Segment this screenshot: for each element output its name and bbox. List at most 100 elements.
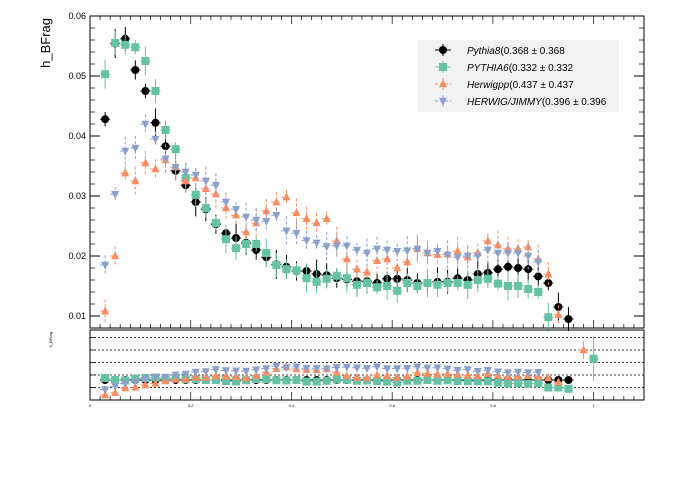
data-point [262,206,271,215]
data-point [373,283,382,292]
data-point [373,245,382,254]
series-herwigpp [100,151,564,325]
data-point [221,203,230,212]
data-point [423,249,432,258]
ratio-data-point [504,369,513,378]
ratio-data-point [342,370,351,379]
ratio-data-point [483,377,492,386]
data-point [483,246,492,255]
ratio-data-point [181,370,190,379]
data-point [493,240,502,249]
data-point [524,285,533,293]
ratio-data-point [282,364,291,373]
data-point [141,87,150,95]
data-point [332,242,341,251]
ratio-data-point [363,365,371,374]
ratio-data-point [171,371,180,380]
data-point [514,264,523,272]
data-point [171,164,180,172]
ratio-data-point [352,364,361,373]
ratio-data-point [473,377,482,386]
data-point [312,218,321,227]
ratio-data-point [383,365,392,374]
data-point [171,145,180,154]
data-point [131,43,140,52]
ratio-x-tick-label: 1 [593,403,596,408]
data-point [342,242,351,251]
data-point [232,244,241,253]
data-point [161,126,170,134]
ratio-data-point [292,363,301,372]
data-point [211,219,220,227]
data-point [403,279,412,287]
data-point [433,280,442,289]
data-point [534,272,543,281]
ratio-data-point [221,377,230,385]
data-point [453,254,462,262]
y-tick-label: 0.06 [68,11,86,21]
ratio-data-point [453,367,462,376]
ratio-data-point [534,369,543,378]
data-point [302,274,311,283]
data-point [191,190,200,199]
data-point [363,267,371,276]
legend-entry-label: HERWIG/JIMMY(0.396 ± 0.396 [467,97,607,108]
ratio-data-point [302,377,311,386]
ratio-data-point [463,370,472,379]
data-point [121,147,130,156]
ratio-data-point [544,373,553,382]
data-point [161,155,170,164]
data-point [473,276,482,284]
ratio-data-point [232,371,241,380]
data-point [292,208,301,216]
data-point [383,246,392,255]
ratio-data-point [272,376,281,385]
ratio-data-point [161,373,170,382]
data-point [352,264,361,273]
ratio-data-point [282,376,291,385]
data-point [443,251,452,260]
ratio-data-point [232,367,241,376]
data-point [221,198,230,207]
ratio-data-point [393,365,402,374]
ratio-data-point [363,373,371,382]
ratio-data-point [262,365,271,374]
data-point [141,120,150,129]
data-point [141,158,150,167]
ratio-data-point [393,372,402,381]
ratio-data-point [473,368,482,377]
data-point [473,252,482,261]
ratio-data-point [342,363,351,372]
data-point [282,227,291,236]
data-point [383,282,392,290]
data-point [504,282,513,290]
data-point [121,40,130,49]
ratio-data-point [383,377,392,386]
ratio-data-point [433,376,442,385]
ratio-data-point [211,376,220,384]
data-point [181,168,190,177]
ratio-data-point [111,383,120,392]
data-point [151,118,160,127]
data-point [564,315,573,323]
data-point [322,243,331,252]
data-point [534,288,543,296]
data-point [141,57,150,65]
data-point [504,249,513,258]
data-point [151,164,160,173]
ratio-data-point [413,376,422,385]
data-point [272,197,281,206]
ratio-data-point [141,380,150,389]
ratio-data-point [403,376,412,385]
ratio-data-point [423,364,432,373]
data-point [282,192,291,201]
data-point [352,246,361,255]
ratio-data-point [373,370,382,379]
ratio-data-point [564,384,573,393]
ratio-data-point [403,371,412,380]
legend-entry-value: (0.437 ± 0.437 [509,80,574,91]
data-point [242,227,251,236]
legend-entry-value: (0.368 ± 0.368 [500,46,565,57]
data-point [242,213,251,222]
